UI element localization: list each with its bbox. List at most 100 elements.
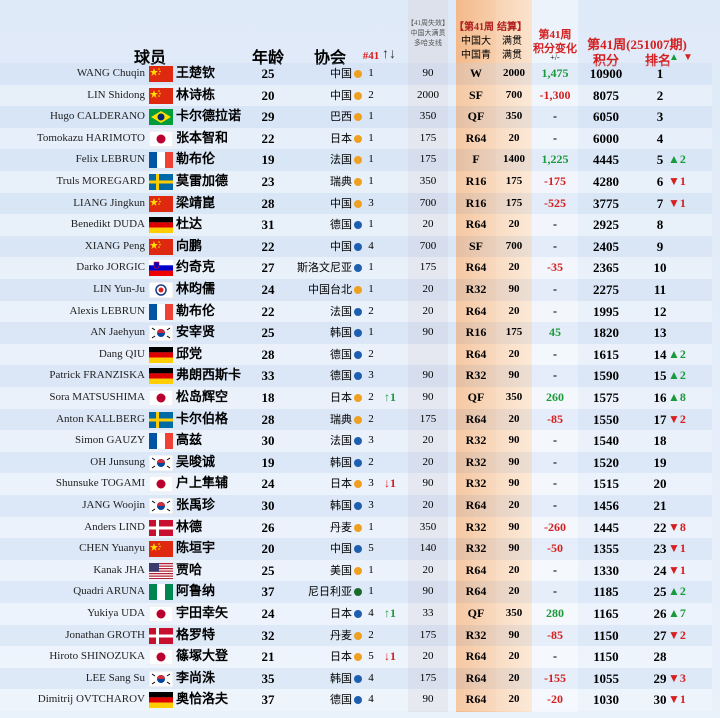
flag-part [149,562,159,572]
age: 29 [261,109,275,125]
player-name-cn: 卡尔德拉诺 [176,109,242,125]
flag-part [159,92,161,94]
expiring-points: 20 [422,650,434,663]
flag-part [151,673,171,685]
flag [148,670,174,688]
result: R64 [465,692,487,707]
flag-part [158,68,160,70]
age: 30 [261,498,275,513]
player-name-en: Yukiya UDA [87,607,145,619]
points-change: -260 [544,519,566,534]
earned-points: 90 [508,455,520,468]
points-change: - [553,368,557,383]
flag-part [150,240,158,249]
player-name-en: Simon GAUZY [75,434,145,447]
total-points: 6050 [593,109,619,125]
header-event2-1: 中国青 [461,50,491,61]
table-row: LIN Shidong 林诗栋 20 中国 2 2000 SF 700 -1,300 8075 2 [0,84,712,107]
flag-part [156,609,166,619]
rank-move: ▲2 [668,584,686,599]
earned-points: 175 [505,175,523,187]
player-name-en: LIANG Jingkun [73,196,145,209]
expiring-points: 90 [422,693,434,706]
seed: 1 [368,131,374,144]
flag-part [165,433,173,450]
flag-part [149,180,173,184]
points-change: 45 [549,325,561,340]
flag-part [149,368,173,374]
earned-points: 20 [508,304,520,317]
total-points: 1165 [593,606,619,621]
flag [148,130,174,148]
total-points: 1330 [593,562,619,578]
table-row: Jonathan GROTH 格罗特 32 丹麦 2 175 R32 90 -85 1150 27 ▼… [0,624,712,647]
expiring-points: 20 [422,434,434,447]
table-row: Hugo CALDERANO 卡尔德拉诺 29 巴西 1 350 QF 350 - 6050 3 [0,106,712,128]
earned-points: 90 [508,477,520,490]
earned-points: 20 [508,131,520,144]
expiring-points: 90 [422,326,434,339]
points-change: -35 [547,260,563,275]
flag-part [149,174,173,190]
flag-part [151,335,156,339]
flag-part [149,66,173,82]
expiring-points: 350 [419,520,437,533]
flag-part [148,670,174,688]
result: R32 [465,519,487,534]
seed: 1 [368,563,374,576]
age: 28 [261,195,275,211]
expiring-points: 90 [422,369,434,382]
flag-part [149,378,173,385]
flag-part [149,526,173,530]
player-name-cn: 格罗特 [176,627,216,643]
earned-points: 175 [505,196,523,209]
header-settle-1: 【第41周 [454,22,494,33]
table-row: Kanak JHA 贾哈 25 美国 1 20 R64 20 - 1330 24 ▼1 [0,559,712,582]
player-name-en: Darko JORGIC [76,261,145,274]
rank-move: ▼2 [668,627,686,642]
flag-part [166,335,171,339]
earned-points: 20 [508,261,520,274]
flag-part [158,89,160,92]
result: F [472,152,480,167]
player-name-cn: 吴晙诚 [176,454,216,470]
change-band [532,0,578,712]
seed: 3 [368,196,374,209]
points-change: 1,475 [541,66,569,80]
rank-move: ▲2 [668,346,686,361]
flag [149,346,173,363]
association: 德国 [330,347,352,361]
flag-part [166,327,171,331]
flag-part [149,418,173,422]
flag-part [149,87,173,104]
association-dot [354,545,362,554]
header-event1-2: 满贯 [502,36,522,47]
flag-part [151,465,156,469]
flag-part [149,303,173,320]
header-event1-1: 中国大 [461,36,491,47]
points-change: -525 [544,195,566,210]
association-dot [354,329,362,338]
flag [149,368,173,385]
expiring-points: 90 [422,585,434,598]
table-row: LIN Yun-Ju 林昀儒 24 中国台北 1 20 R32 90 - 2275 11 [0,279,712,301]
points-change: - [553,130,557,145]
flag-part [157,433,165,450]
points-change: - [553,562,557,577]
association-dot [354,394,362,402]
seed-move: ↑1 [384,390,396,404]
table-row: Dang QIU 邱党 28 德国 2 R64 20 - 1615 14 ▲2 [0,343,712,366]
result: R64 [465,584,487,599]
flag-part [149,66,173,82]
association: 尼日利亚 [308,585,352,599]
table-row: Darko JORGIC 约奇克 27 斯洛文尼亚 1 175 R64 20 -35 2365 10 [0,257,712,279]
player-name-en: Sora MATSUSHIMA [49,391,145,403]
association-dot [354,178,362,186]
flag-part [148,389,174,407]
association-dot [354,653,362,662]
association: 中国 [330,67,352,80]
header-settle-2: 结算】 [497,22,527,33]
total-points: 8075 [593,87,619,103]
rank-move: ▼1 [668,174,686,188]
player-name-cn: 杜达 [176,217,203,233]
